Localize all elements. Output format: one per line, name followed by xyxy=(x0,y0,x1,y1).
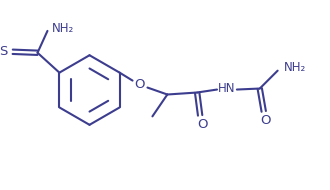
Text: S: S xyxy=(0,45,8,58)
Text: O: O xyxy=(134,78,145,91)
Text: NH₂: NH₂ xyxy=(52,22,75,35)
Text: O: O xyxy=(197,118,207,131)
Text: HN: HN xyxy=(218,82,236,95)
Text: NH₂: NH₂ xyxy=(283,61,306,74)
Text: O: O xyxy=(260,114,271,127)
